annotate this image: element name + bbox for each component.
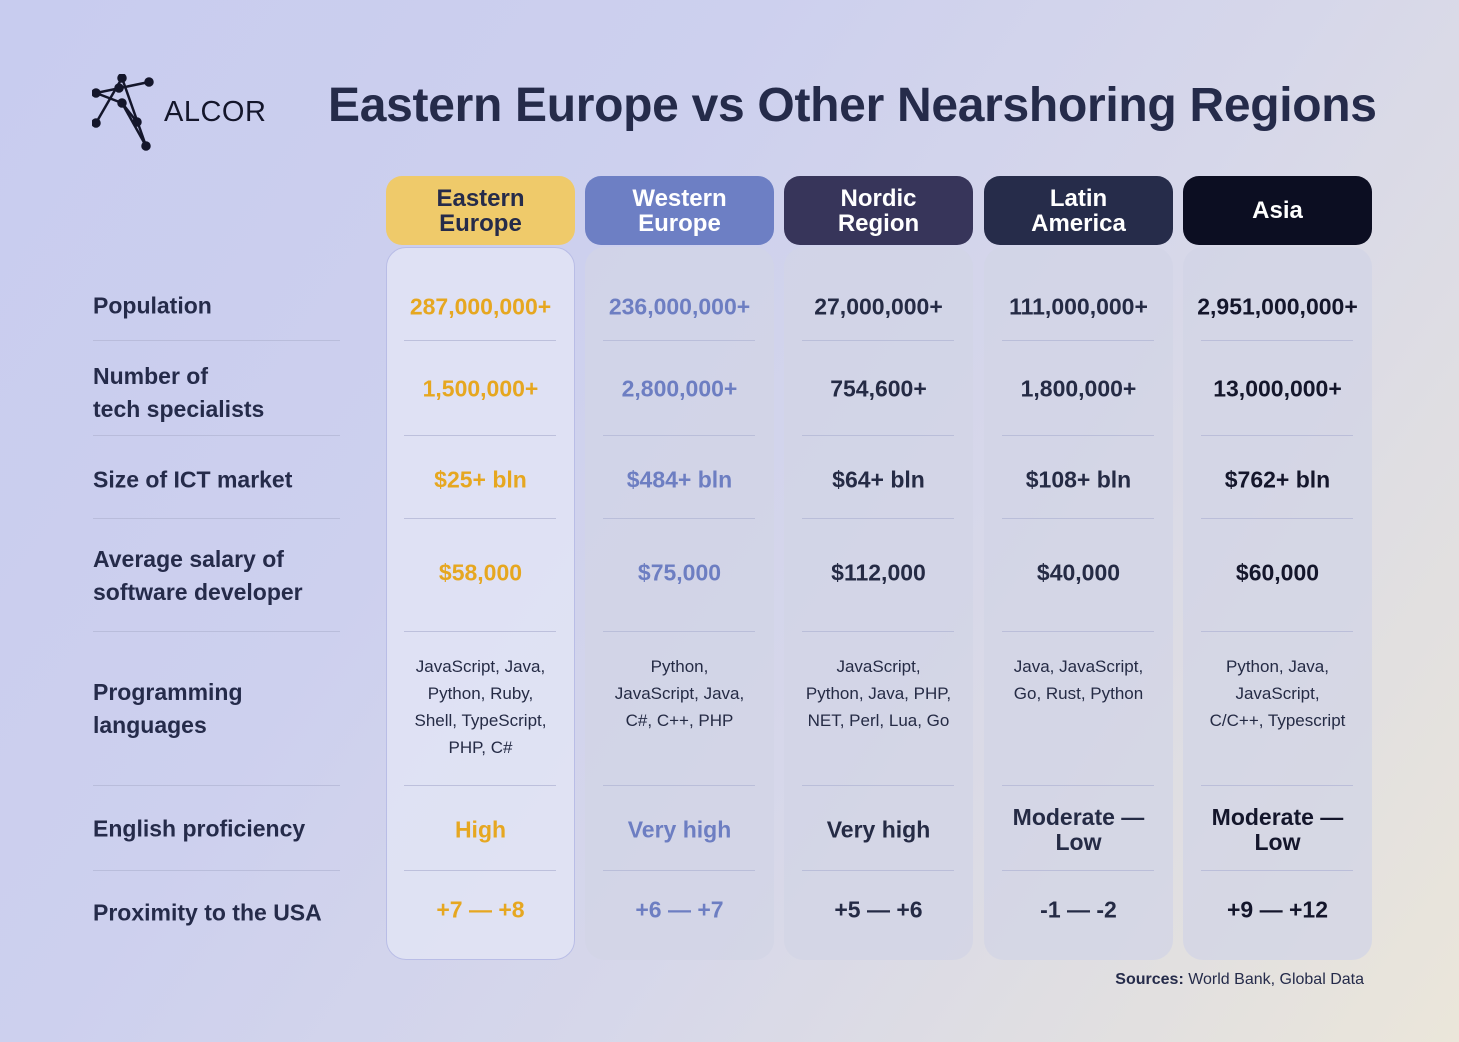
column-card-latin-america [984,247,1173,960]
table-cell: $108+ bln [1025,466,1132,493]
table-cell: 2,951,000,000+ [1197,293,1358,320]
table-cell: Moderate — Low [1012,804,1145,855]
row-divider [93,631,340,632]
row-divider [1002,785,1154,786]
table-cell: -1 — -2 [1040,896,1117,923]
logo-text: ALCOR [164,95,267,128]
row-divider [1002,631,1154,632]
row-label: Population [93,292,212,319]
alcor-constellation-icon [92,74,154,151]
table-cell: JavaScript, Python, Java, PHP, NET, Perl… [805,657,952,730]
table-cell: $40,000 [1036,559,1121,586]
row-divider [603,631,755,632]
row-divider [1002,340,1154,341]
table-cell: Very high [627,816,732,843]
row-divider [404,870,556,871]
page-title: Eastern Europe vs Other Nearshoring Regi… [328,79,1377,132]
row-divider [1201,631,1353,632]
column-header-asia: Asia [1183,176,1372,245]
table-cell: 111,000,000+ [1009,293,1148,320]
table-cell: +6 — +7 [635,896,724,923]
table-cell: Very high [826,816,931,843]
sources-text: World Bank, Global Data [1183,971,1364,988]
row-divider [1002,518,1154,519]
table-cell: $60,000 [1235,559,1320,586]
table-cell: $64+ bln [832,466,925,493]
row-label: Number of tech specialists [93,363,265,422]
table-cell: 27,000,000+ [814,293,943,320]
column-card-nordic-region [784,247,973,960]
row-divider [404,785,556,786]
row-divider [404,518,556,519]
row-divider [802,870,954,871]
table-cell: High [454,816,507,843]
table-cell: Java, JavaScript, Go, Rust, Python [1013,657,1144,703]
column-header-nordic-region: Nordic Region [784,176,973,245]
table-cell: 236,000,000+ [608,293,751,320]
table-cell: 1,800,000+ [1020,375,1137,402]
table-cell: 2,800,000+ [621,375,738,402]
row-divider [404,435,556,436]
table-cell: Python, JavaScript, Java, C#, C++, PHP [614,657,745,730]
table-cell: +9 — +12 [1226,896,1329,923]
table-cell: $75,000 [637,559,722,586]
row-divider [93,870,340,871]
column-card-eastern-europe [386,247,575,960]
row-divider [404,340,556,341]
table-cell: 287,000,000+ [409,293,552,320]
row-divider [1201,785,1353,786]
table-cell: 1,500,000+ [422,375,539,402]
row-divider [404,631,556,632]
row-divider [603,340,755,341]
table-cell: Python, Java, JavaScript, C/C++, Typescr… [1209,657,1346,730]
row-divider [802,435,954,436]
table-cell: 13,000,000+ [1213,375,1342,402]
column-header-latin-america: Latin America [984,176,1173,245]
row-divider [1201,870,1353,871]
row-divider [802,631,954,632]
row-divider [1201,340,1353,341]
table-cell: 754,600+ [830,375,927,402]
row-divider [1002,435,1154,436]
row-divider [802,785,954,786]
row-divider [603,785,755,786]
row-label: Proximity to the USA [93,899,322,926]
row-divider [603,435,755,436]
table-cell: $58,000 [438,559,523,586]
row-divider [93,785,340,786]
row-label: Programming languages [93,679,243,738]
row-divider [603,870,755,871]
column-card-western-europe [585,247,774,960]
table-cell: +5 — +6 [834,896,923,923]
alcor-logo: ALCOR [92,74,266,158]
row-divider [603,518,755,519]
column-header-western-europe: Western Europe [585,176,774,245]
table-cell: JavaScript, Java, Python, Ruby, Shell, T… [414,657,547,757]
sources-note: Sources: World Bank, Global Data [1115,971,1364,989]
row-label: Size of ICT market [93,466,293,493]
row-divider [1201,435,1353,436]
row-divider [1002,870,1154,871]
table-cell: $762+ bln [1224,466,1331,493]
row-label: English proficiency [93,815,306,842]
row-divider [93,435,340,436]
row-divider [93,340,340,341]
row-divider [1201,518,1353,519]
row-divider [802,340,954,341]
column-header-eastern-europe: Eastern Europe [386,176,575,245]
row-divider [802,518,954,519]
row-label: Average salary of software developer [93,546,303,605]
column-card-asia [1183,247,1372,960]
table-cell: $25+ bln [434,466,527,493]
row-divider [93,518,340,519]
sources-label: Sources: [1115,971,1184,988]
table-cell: Moderate — Low [1211,804,1344,855]
table-cell: $112,000 [831,559,926,586]
table-cell: +7 — +8 [436,896,525,923]
table-cell: $484+ bln [626,466,733,493]
